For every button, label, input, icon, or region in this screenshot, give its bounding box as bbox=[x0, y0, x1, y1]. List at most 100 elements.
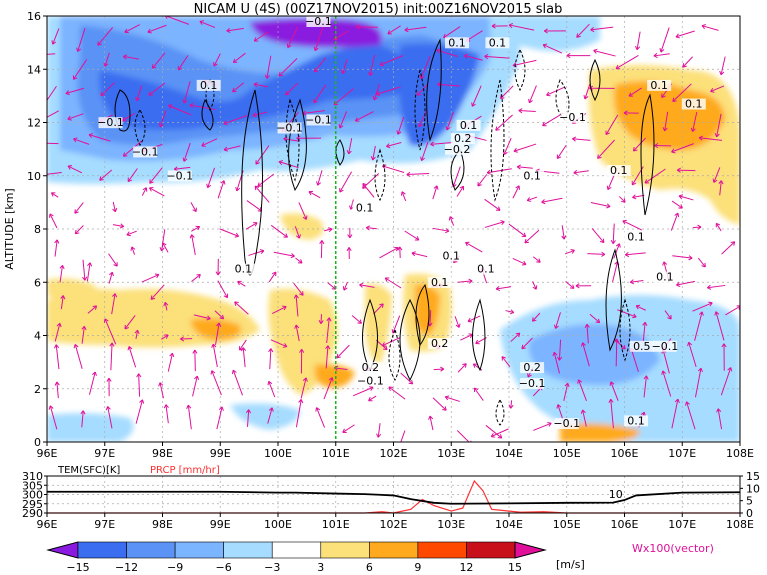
wind-vector bbox=[285, 82, 299, 96]
colorbar-label: 12 bbox=[459, 561, 473, 574]
wind-vector bbox=[352, 386, 374, 397]
y-tick-label: 2 bbox=[34, 383, 41, 396]
x-tick-label: 107E bbox=[668, 518, 696, 531]
wind-vector bbox=[632, 194, 645, 200]
wind-vector bbox=[278, 58, 298, 77]
wind-vector bbox=[533, 421, 552, 431]
wind-vector bbox=[572, 136, 591, 142]
colorbar-label: 9 bbox=[414, 561, 421, 574]
wind-vector bbox=[624, 251, 646, 258]
wind-vector bbox=[687, 341, 697, 368]
wind-vector bbox=[370, 145, 376, 161]
wind-vector bbox=[211, 343, 218, 368]
wind-vector bbox=[122, 54, 139, 60]
contour-label: 0.1 bbox=[235, 263, 253, 276]
wind-vector bbox=[546, 86, 566, 97]
wind-vector bbox=[671, 398, 680, 429]
x-tick-label: 101E bbox=[322, 518, 350, 531]
wind-vector bbox=[81, 325, 87, 344]
wind-vector bbox=[362, 182, 375, 198]
wind-vector bbox=[299, 348, 305, 374]
wind-vector bbox=[223, 115, 248, 126]
wind-vector bbox=[400, 430, 406, 442]
wind-vector bbox=[465, 241, 483, 253]
colorbar-label: 3 bbox=[317, 561, 324, 574]
wind-vector bbox=[193, 314, 211, 321]
x-tick-label: 99E bbox=[210, 447, 231, 460]
wind-vector bbox=[270, 224, 288, 238]
wind-vector bbox=[346, 247, 352, 260]
wind-vector bbox=[219, 228, 240, 238]
wind-vector bbox=[375, 86, 401, 96]
wind-vector bbox=[654, 143, 672, 149]
wind-vector bbox=[584, 323, 590, 344]
contour-label: 0.2 bbox=[431, 337, 449, 350]
colorbar-label: 15 bbox=[508, 561, 522, 574]
wind-vector bbox=[387, 25, 401, 35]
wind-vector bbox=[373, 303, 384, 315]
surface-panel: 10 96E 97E 98E 99E 100E 101E 102E 103E 104E 105E 1… bbox=[22, 465, 760, 531]
wind-vector bbox=[721, 241, 736, 255]
contour-label: 0.1 bbox=[356, 201, 374, 214]
contour-labels: −0.10.1 0.10.1−0.1−0.1−0.1−0.1−0.10.10.1−… bbox=[97, 16, 706, 430]
wind-vector bbox=[694, 311, 704, 341]
wind-vector bbox=[73, 343, 83, 369]
wind-vector bbox=[678, 194, 694, 201]
contour-label: −0.1 bbox=[97, 116, 124, 129]
wind-vector bbox=[400, 372, 414, 385]
wind-vector bbox=[632, 137, 646, 152]
wind-vector bbox=[565, 281, 575, 289]
wind-vector bbox=[339, 171, 353, 193]
wind-vector bbox=[319, 240, 325, 259]
wind-vector bbox=[163, 404, 169, 424]
wind-vector bbox=[365, 225, 377, 231]
wind-vector bbox=[512, 185, 521, 199]
wind-vector bbox=[541, 197, 563, 205]
colorbar-segment bbox=[174, 541, 224, 559]
contour-label: −0.1 bbox=[166, 169, 193, 182]
wind-vector bbox=[716, 408, 723, 430]
wind-vector bbox=[147, 24, 167, 34]
contour-label: 0.1 bbox=[610, 164, 628, 177]
colorbar: −15 −12 −9 −6 −3 3 6 9 12 15 bbox=[46, 541, 547, 574]
y-tick-label: 10 bbox=[27, 170, 41, 183]
wind-vector bbox=[86, 262, 93, 282]
colorbar-label: 6 bbox=[366, 561, 373, 574]
colorbar-segment bbox=[417, 541, 467, 559]
wind-vector bbox=[715, 222, 722, 232]
wind-vector bbox=[659, 27, 670, 53]
contour-label: 0.1 bbox=[627, 414, 645, 427]
w-contours bbox=[114, 38, 655, 382]
wind-vector bbox=[47, 141, 59, 146]
wind-vector bbox=[532, 256, 541, 263]
colorbar-unit: [m/s] bbox=[556, 558, 585, 571]
x-tick-label: 105E bbox=[553, 447, 581, 460]
wind-vector bbox=[72, 59, 88, 80]
wind-vector bbox=[158, 110, 167, 128]
wind-vector bbox=[359, 282, 375, 288]
contour-label: 0.1 bbox=[448, 36, 466, 49]
wind-vector bbox=[622, 219, 643, 231]
wind-vector bbox=[610, 223, 616, 245]
wind-vector bbox=[436, 48, 458, 57]
wind-vector bbox=[273, 251, 295, 259]
wind-vector bbox=[293, 282, 304, 296]
wind-vector bbox=[573, 169, 589, 175]
y-axis-label: ALTITUDE [km] bbox=[3, 188, 16, 269]
wind-vector bbox=[149, 167, 163, 184]
wind-vector bbox=[240, 347, 247, 368]
wind-vector bbox=[384, 277, 402, 289]
wind-vector bbox=[103, 52, 110, 67]
wind-vector bbox=[201, 138, 218, 147]
wind-vector bbox=[428, 415, 434, 431]
wind-vector bbox=[676, 280, 695, 288]
contour-label: 0.1 bbox=[477, 263, 495, 276]
colorbar-label: −9 bbox=[167, 561, 183, 574]
wind-vector bbox=[109, 342, 115, 371]
wind-vector bbox=[386, 142, 402, 149]
x-tick-label: 108E bbox=[726, 518, 754, 531]
wind-vector bbox=[564, 249, 575, 255]
wind-vectors bbox=[47, 16, 740, 442]
wind-vector bbox=[661, 370, 672, 397]
wind-vector bbox=[206, 167, 216, 189]
